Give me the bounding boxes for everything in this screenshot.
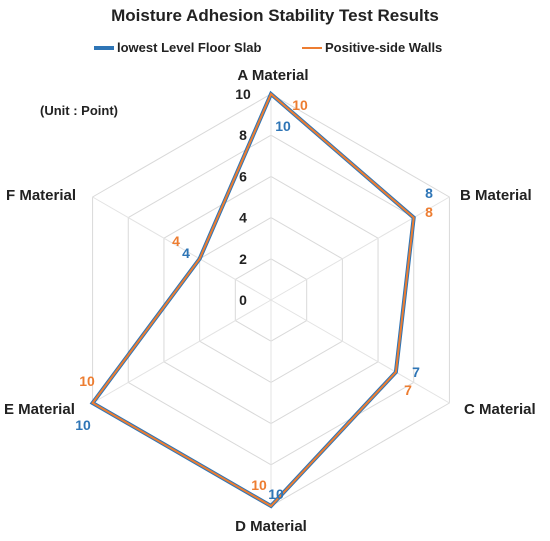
legend-item-positive-walls: Positive-side Walls xyxy=(302,40,442,55)
series-line-1 xyxy=(91,92,415,508)
category-label: D Material xyxy=(235,518,307,535)
legend: lowest Level Floor Slab Positive-side Wa… xyxy=(0,40,550,58)
data-label: 7 xyxy=(412,364,420,380)
grid-spoke xyxy=(270,196,450,301)
data-label: 10 xyxy=(79,373,95,389)
data-label: 8 xyxy=(425,204,433,220)
category-label: E Material xyxy=(4,401,75,418)
radial-tick-label: 6 xyxy=(239,168,247,184)
data-label: 10 xyxy=(75,417,91,433)
radial-tick-label: 4 xyxy=(239,210,247,226)
category-label: C Material xyxy=(464,401,536,418)
category-label: A Material xyxy=(237,67,308,84)
radial-tick-label: 2 xyxy=(239,251,247,267)
radial-tick-label: 8 xyxy=(239,127,247,143)
category-label: B Material xyxy=(460,187,532,204)
legend-item-floor-slab: lowest Level Floor Slab xyxy=(94,40,261,55)
series-line-0 xyxy=(89,90,416,509)
data-label: 10 xyxy=(268,486,284,502)
legend-label-positive-walls: Positive-side Walls xyxy=(325,40,443,55)
data-label: 10 xyxy=(275,118,291,134)
legend-label-floor-slab: lowest Level Floor Slab xyxy=(117,40,262,55)
legend-swatch-floor-slab xyxy=(94,45,114,50)
chart-title: Moisture Adhesion Stability Test Results xyxy=(111,6,439,25)
data-label: 10 xyxy=(292,97,308,113)
radial-tick-label: 10 xyxy=(235,86,251,102)
data-label: 4 xyxy=(182,245,190,261)
data-label: 7 xyxy=(404,382,412,398)
data-label: 10 xyxy=(251,477,267,493)
grid-spoke xyxy=(92,299,272,404)
data-label: 8 xyxy=(425,185,433,201)
grid-spoke xyxy=(270,299,450,404)
unit-note: (Unit : Point) xyxy=(40,103,118,118)
data-label: 4 xyxy=(172,233,180,249)
category-label: F Material xyxy=(6,187,76,204)
radial-tick-label: 0 xyxy=(239,292,247,308)
grid-spoke xyxy=(92,196,272,301)
legend-swatch-positive-walls xyxy=(302,46,322,49)
